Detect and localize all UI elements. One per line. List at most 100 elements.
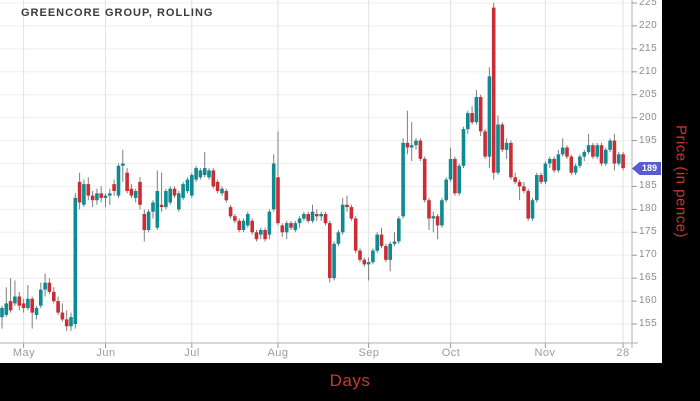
candle-body	[621, 154, 625, 169]
candle-body	[349, 207, 354, 219]
candle-body	[422, 158, 427, 201]
candle-body	[457, 165, 461, 194]
candle-body	[77, 181, 82, 203]
candle-body	[233, 216, 237, 221]
candle-body	[500, 124, 505, 150]
candle-body	[259, 230, 263, 235]
candle-body	[293, 223, 298, 230]
y-tick-label: 220	[639, 20, 658, 31]
candle-body	[315, 214, 319, 217]
candle-body	[513, 177, 517, 182]
candle-body	[509, 142, 513, 178]
y-tick-label: 175	[639, 226, 658, 237]
y-tick-label: 195	[639, 135, 658, 146]
candle-body	[39, 289, 43, 306]
candle-body	[427, 200, 431, 219]
candle-body	[591, 145, 595, 157]
candle-body	[177, 193, 181, 210]
candle-body	[552, 158, 556, 171]
candle-body	[384, 246, 388, 260]
candle-body	[86, 184, 91, 196]
candle-body	[332, 243, 336, 279]
candle-body	[211, 170, 216, 187]
candle-body	[138, 181, 142, 205]
candle-body	[26, 298, 30, 308]
candle-body	[306, 214, 310, 221]
y-tick-label: 160	[639, 295, 658, 306]
candle-body	[440, 200, 444, 226]
chart-title: GREENCORE GROUP, ROLLING	[21, 7, 214, 19]
candle-body	[578, 156, 582, 166]
candle-body	[543, 163, 548, 182]
x-tick-label: Aug	[267, 347, 289, 359]
candle-body	[151, 202, 155, 212]
candle-body	[461, 129, 466, 166]
candle-body	[215, 181, 220, 192]
candle-body	[414, 140, 418, 146]
candle-body	[397, 218, 401, 242]
candle-body	[340, 204, 345, 233]
candle-body	[310, 211, 315, 221]
candle-body	[60, 312, 65, 320]
candle-body	[392, 241, 397, 244]
candle-body	[530, 200, 535, 219]
candle-body	[207, 170, 211, 178]
candle-body	[220, 188, 224, 194]
candle-body	[181, 184, 185, 198]
candle-body	[535, 175, 539, 201]
candle-body	[56, 301, 60, 313]
candle-body	[73, 197, 78, 324]
y-tick-label: 180	[639, 203, 658, 214]
candle-body	[69, 317, 73, 327]
candle-body	[526, 191, 530, 219]
candle-body	[103, 195, 108, 198]
candle-body	[108, 193, 112, 196]
candle-body	[491, 7, 496, 173]
y-tick-label: 165	[639, 272, 658, 283]
candle-body	[608, 140, 612, 150]
candle-body	[366, 262, 371, 265]
y-tick-label: 200	[639, 112, 658, 123]
candle-body	[539, 175, 543, 182]
candle-body	[560, 147, 565, 155]
candle-body	[99, 193, 103, 198]
candle-body	[565, 147, 569, 157]
x-axis-title: Days	[329, 371, 371, 390]
y-tick-label: 185	[639, 180, 658, 191]
candle-body	[289, 223, 293, 228]
candle-body	[478, 97, 483, 132]
candle-body	[371, 250, 375, 263]
candle-body	[13, 296, 17, 304]
candle-body	[17, 296, 22, 306]
candle-body	[418, 140, 423, 159]
candle-body	[164, 191, 168, 208]
candle-body	[121, 163, 125, 166]
candle-body	[271, 163, 276, 210]
candle-body	[448, 158, 453, 180]
candle-body	[483, 131, 487, 157]
x-tick-label: Nov	[534, 347, 556, 359]
candle-body	[185, 179, 190, 192]
candle-body	[388, 243, 392, 260]
candle-body	[323, 214, 328, 224]
y-axis-title: Price (in pence)	[672, 124, 690, 239]
candle-body	[548, 158, 552, 164]
candle-body	[90, 195, 95, 201]
candle-body	[487, 76, 492, 157]
y-tick-label: 210	[639, 66, 658, 77]
candle-body	[379, 234, 384, 247]
candle-body	[254, 232, 259, 240]
y-tick-label: 170	[639, 249, 658, 260]
candle-body	[617, 154, 621, 164]
candle-body	[64, 319, 69, 327]
candle-body	[604, 149, 608, 164]
candle-body	[595, 145, 599, 157]
candlestick-chart[interactable]	[0, 0, 662, 363]
candle-body	[353, 218, 358, 251]
candle-body	[133, 191, 138, 198]
candle-body	[224, 191, 229, 201]
x-tick-label: May	[12, 347, 36, 359]
candle-body	[194, 168, 198, 180]
chart-canvas[interactable]: GREENCORE GROUP, ROLLING 225 220 215 210 205…	[0, 0, 662, 363]
